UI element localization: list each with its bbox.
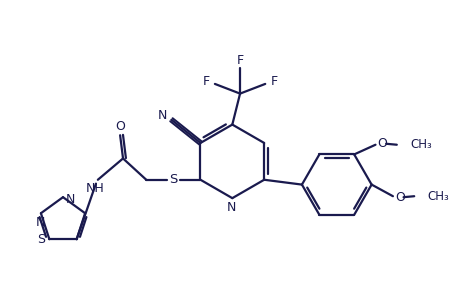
- Text: S: S: [169, 173, 178, 186]
- Text: N: N: [35, 216, 45, 229]
- Text: N: N: [227, 201, 236, 214]
- Text: F: F: [270, 76, 278, 89]
- Text: CH₃: CH₃: [410, 138, 432, 151]
- Text: F: F: [237, 54, 243, 67]
- Text: O: O: [395, 191, 405, 204]
- Text: CH₃: CH₃: [428, 190, 450, 203]
- Text: N: N: [158, 109, 167, 122]
- Text: O: O: [115, 120, 125, 133]
- Text: S: S: [36, 233, 45, 246]
- Text: O: O: [378, 137, 387, 150]
- Text: N: N: [66, 193, 76, 206]
- Text: NH: NH: [86, 182, 104, 195]
- Text: F: F: [202, 76, 210, 89]
